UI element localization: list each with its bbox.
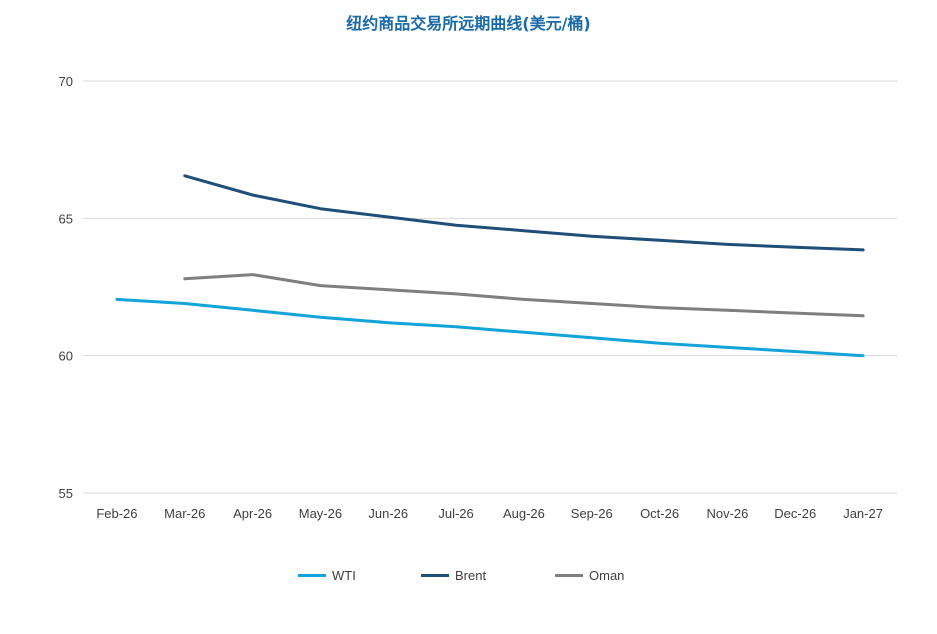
series-line-wti — [115, 297, 865, 358]
x-tick-label: Apr-26 — [233, 506, 272, 521]
legend: WTI Brent Oman — [0, 568, 937, 590]
legend-item-wti: WTI — [298, 568, 356, 583]
y-tick-label: 60 — [59, 349, 73, 364]
legend-item-oman: Oman — [555, 568, 624, 583]
y-tick-label: 70 — [59, 74, 73, 89]
y-tick-label: 65 — [59, 211, 73, 226]
x-tick-label: Mar-26 — [164, 506, 205, 521]
chart-title: 纽约商品交易所远期曲线(美元/桶) — [346, 14, 591, 33]
x-tick-label: Sep-26 — [571, 506, 613, 521]
x-axis-tick-labels: Feb-26 Mar-26 Apr-26 May-26 Jun-26 Jul-26 Aug-… — [96, 506, 883, 521]
series-line-brent — [183, 174, 865, 252]
x-tick-label: Aug-26 — [503, 506, 545, 521]
x-tick-label: Jun-26 — [368, 506, 408, 521]
x-tick-label: Feb-26 — [96, 506, 137, 521]
legend-label: Oman — [589, 568, 625, 583]
legend-label: Brent — [455, 568, 487, 583]
legend-item-brent: Brent — [421, 568, 486, 583]
x-tick-label: Nov-26 — [706, 506, 748, 521]
series-lines — [115, 174, 865, 358]
x-tick-label: Jul-26 — [438, 506, 473, 521]
y-tick-label: 55 — [59, 486, 73, 501]
legend-swatch — [298, 574, 326, 577]
x-tick-label: May-26 — [299, 506, 342, 521]
x-tick-label: Oct-26 — [640, 506, 679, 521]
x-tick-label: Dec-26 — [774, 506, 816, 521]
series-line-oman — [183, 273, 865, 318]
x-tick-label: Jan-27 — [843, 506, 883, 521]
legend-swatch — [421, 574, 449, 577]
legend-swatch — [555, 574, 583, 577]
y-axis-tick-labels: 55 60 65 70 — [59, 74, 73, 501]
gridlines — [83, 80, 897, 494]
line-chart: 55 60 65 70 Feb-26 Mar-26 Apr-26 May-26 Jun-26 J… — [59, 74, 897, 521]
legend-label: WTI — [332, 568, 356, 583]
